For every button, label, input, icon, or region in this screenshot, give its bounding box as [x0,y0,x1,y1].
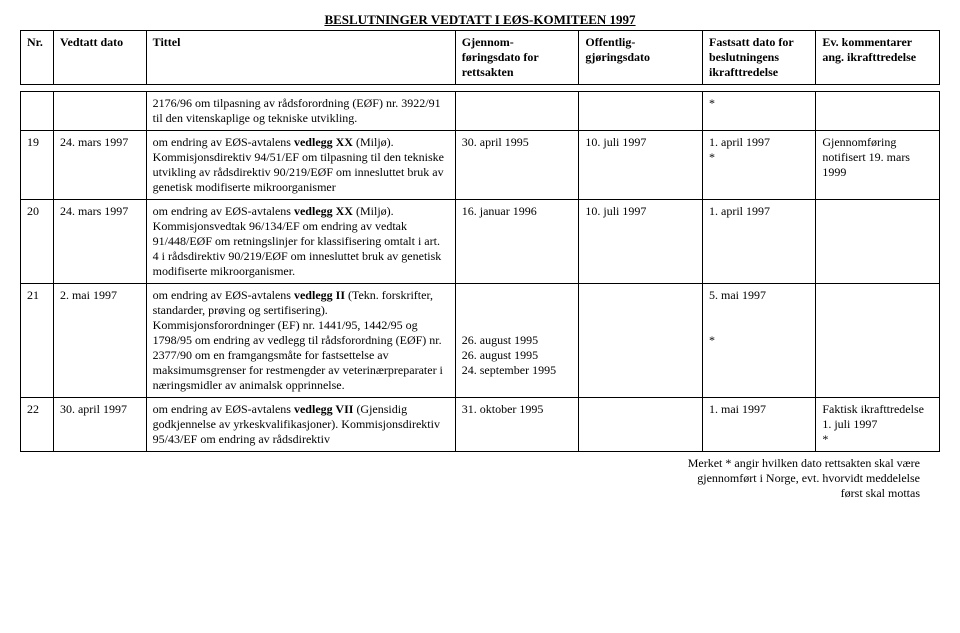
cell-offentlig [579,398,703,452]
cell-gjennom [455,92,579,131]
tittel-bold: vedlegg XX [294,135,353,149]
cell-kommentar: Faktisk ikrafttredelse 1. juli 1997 * [816,398,940,452]
cell-nr: 21 [21,284,54,398]
tittel-pre: om endring av EØS-avtalens [153,402,294,416]
header-row: Nr. Vedtatt dato Tittel Gjennom-føringsd… [21,31,940,85]
table-row: 2230. april 1997om endring av EØS-avtale… [21,398,940,452]
data-table: 2176/96 om tilpasning av rådsforordning … [20,91,940,452]
col-kommentar: Ev. kommentarer ang. ikrafttredelse [816,31,940,85]
header-table: Nr. Vedtatt dato Tittel Gjennom-føringsd… [20,30,940,85]
cell-vedtatt [53,92,146,131]
cell-offentlig: 10. juli 1997 [579,200,703,284]
tittel-pre: 2176/96 om tilpasning av rådsforordning … [153,96,441,125]
cell-kommentar [816,284,940,398]
cell-gjennom: 31. oktober 1995 [455,398,579,452]
cell-gjennom: 26. august 1995 26. august 1995 24. sept… [455,284,579,398]
col-nr: Nr. [21,31,54,85]
cell-offentlig [579,284,703,398]
cell-fastsatt: 5. mai 1997 * [703,284,816,398]
cell-kommentar [816,92,940,131]
tittel-bold: vedlegg II [294,288,345,302]
cell-fastsatt: 1. april 1997 * [703,131,816,200]
cell-nr: 22 [21,398,54,452]
cell-offentlig [579,92,703,131]
cell-kommentar [816,200,940,284]
cell-nr: 19 [21,131,54,200]
cell-vedtatt: 24. mars 1997 [53,131,146,200]
cell-tittel: om endring av EØS-avtalens vedlegg VII (… [146,398,455,452]
cell-gjennom: 16. januar 1996 [455,200,579,284]
col-gjennom: Gjennom-føringsdato for rettsakten [455,31,579,85]
cell-tittel: 2176/96 om tilpasning av rådsforordning … [146,92,455,131]
col-fastsatt: Fastsatt dato for beslutningens ikrafttr… [703,31,816,85]
cell-nr: 20 [21,200,54,284]
cell-vedtatt: 24. mars 1997 [53,200,146,284]
cell-tittel: om endring av EØS-avtalens vedlegg XX (M… [146,131,455,200]
cell-fastsatt: * [703,92,816,131]
cell-tittel: om endring av EØS-avtalens vedlegg XX (M… [146,200,455,284]
document-title: BESLUTNINGER VEDTATT I EØS-KOMITEEN 1997 [20,12,940,28]
table-row: 2024. mars 1997om endring av EØS-avtalen… [21,200,940,284]
tittel-pre: om endring av EØS-avtalens [153,135,294,149]
table-row: 212. mai 1997om endring av EØS-avtalens … [21,284,940,398]
col-tittel: Tittel [146,31,455,85]
tittel-bold: vedlegg VII [294,402,353,416]
cell-tittel: om endring av EØS-avtalens vedlegg II (T… [146,284,455,398]
table-row: 2176/96 om tilpasning av rådsforordning … [21,92,940,131]
tittel-post: (Tekn. forskrifter, standarder, prøving … [153,288,443,392]
tittel-pre: om endring av EØS-avtalens [153,204,294,218]
table-row: 1924. mars 1997om endring av EØS-avtalen… [21,131,940,200]
cell-fastsatt: 1. april 1997 [703,200,816,284]
cell-kommentar: Gjennomføring notifisert 19. mars 1999 [816,131,940,200]
cell-fastsatt: 1. mai 1997 [703,398,816,452]
cell-nr [21,92,54,131]
footer-note: Merket * angir hvilken dato rettsakten s… [20,456,940,501]
cell-offentlig: 10. juli 1997 [579,131,703,200]
cell-gjennom: 30. april 1995 [455,131,579,200]
col-vedtatt: Vedtatt dato [53,31,146,85]
cell-vedtatt: 30. april 1997 [53,398,146,452]
tittel-bold: vedlegg XX [294,204,353,218]
col-offentlig: Offentlig-gjøringsdato [579,31,703,85]
tittel-pre: om endring av EØS-avtalens [153,288,294,302]
cell-vedtatt: 2. mai 1997 [53,284,146,398]
